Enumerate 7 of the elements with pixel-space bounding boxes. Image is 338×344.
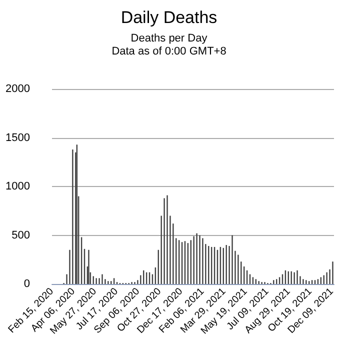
chart-title: Daily Deaths	[120, 8, 218, 27]
chart-subtitle: Deaths per Day Data as of 0:00 GMT+8	[112, 32, 226, 58]
y-tick-label: 2000	[6, 83, 30, 95]
y-tick-label: 500	[12, 229, 30, 242]
y-tick-label: 0	[24, 278, 30, 290]
y-tick-label: 1000	[6, 180, 30, 192]
y-tick-label: 1500	[6, 132, 30, 144]
